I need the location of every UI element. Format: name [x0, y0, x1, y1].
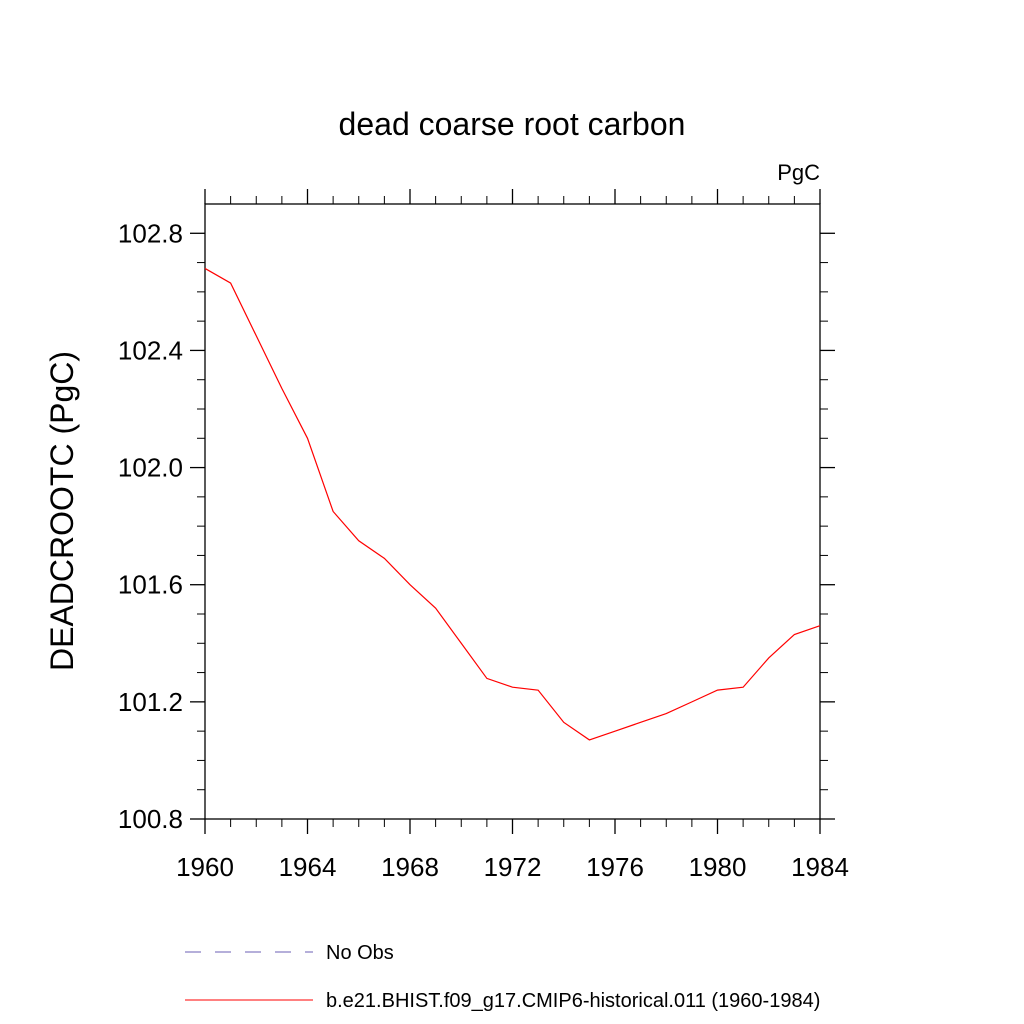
axis-tick-labels: 1960 1964 1968 1972 1976 1980 1984 100.8 101.2 10…: [118, 218, 849, 882]
y-tick-label: 102.8: [118, 218, 183, 248]
x-tick-label: 1984: [791, 852, 849, 882]
y-tick-label: 101.6: [118, 570, 183, 600]
plot-frame: [204, 203, 821, 820]
x-tick-label: 1964: [279, 852, 337, 882]
y-tick-label: 102.4: [118, 335, 183, 365]
legend: No Obs b.e21.BHIST.f09_g17.CMIP6-historic…: [185, 942, 820, 1012]
y-tick-label: 101.2: [118, 687, 183, 717]
y-axis-title: DEADCROOTC (PgC): [44, 351, 80, 671]
x-tick-label: 1960: [176, 852, 234, 882]
legend-label-1: b.e21.BHIST.f09_g17.CMIP6-historical.011…: [326, 990, 820, 1012]
units-label: PgC: [777, 160, 820, 185]
legend-label-0: No Obs: [326, 942, 394, 964]
x-tick-label: 1980: [689, 852, 747, 882]
chart-title: dead coarse root carbon: [339, 106, 686, 142]
series-layer: [204, 267, 821, 741]
x-tick-label: 1968: [381, 852, 439, 882]
axis-ticks: [190, 189, 835, 834]
y-tick-label: 102.0: [118, 453, 183, 483]
x-tick-label: 1972: [484, 852, 542, 882]
x-tick-label: 1976: [586, 852, 644, 882]
series-line-0: [204, 267, 821, 741]
y-tick-label: 100.8: [118, 804, 183, 834]
